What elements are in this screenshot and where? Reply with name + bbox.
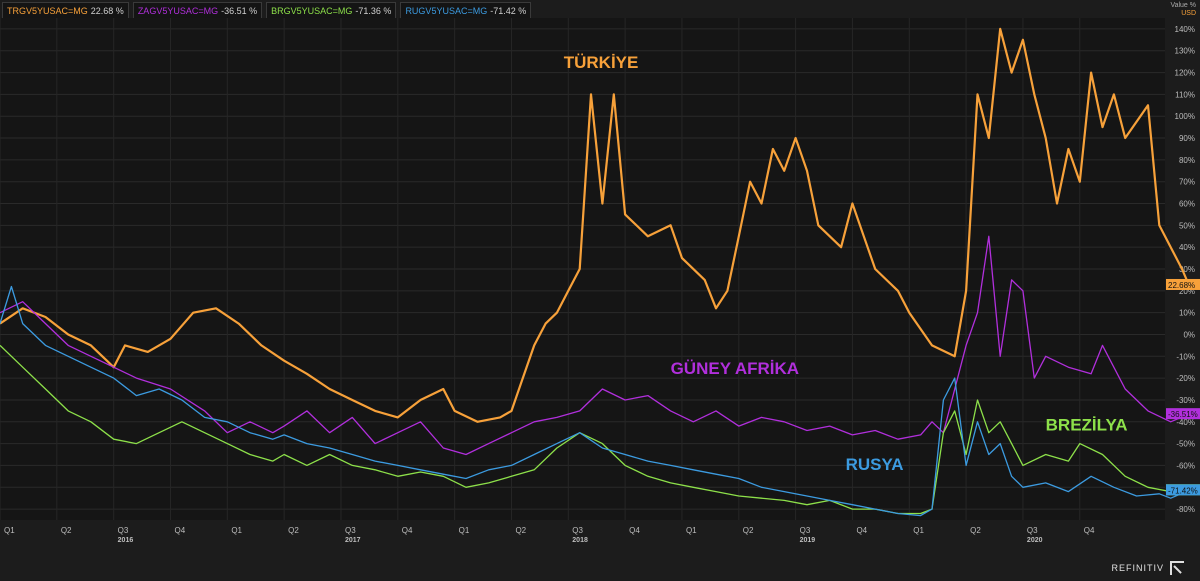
refinitiv-icon: [1170, 561, 1184, 575]
x-tick-label: Q3: [1027, 526, 1038, 535]
series-annotation: RUSYA: [846, 455, 904, 474]
y-tick-label: 130%: [1175, 47, 1195, 56]
x-year-label: 2019: [800, 537, 816, 544]
y-tick-label: -50%: [1176, 440, 1195, 449]
series-line-0: [0, 27, 1190, 423]
x-tick-label: Q1: [913, 526, 924, 535]
x-tick-label: Q2: [743, 526, 754, 535]
x-tick-label: Q1: [459, 526, 470, 535]
x-year-label: 2018: [572, 537, 588, 544]
y-tick-label: 80%: [1179, 156, 1195, 165]
series-line-2: [0, 344, 1189, 515]
x-year-label: 2017: [345, 537, 361, 544]
x-tick-label: Q3: [345, 526, 356, 535]
x-tick-label: Q3: [118, 526, 129, 535]
y-tick-label: -30%: [1176, 396, 1195, 405]
y-tick-label: 120%: [1175, 69, 1195, 78]
x-tick-label: Q3: [572, 526, 583, 535]
y-tick-label: 90%: [1179, 134, 1195, 143]
series-annotation: BREZİLYA: [1046, 416, 1128, 435]
x-tick-label: Q4: [629, 526, 640, 535]
x-tick-label: Q1: [231, 526, 242, 535]
series-annotation: GÜNEY AFRİKA: [671, 359, 799, 378]
x-tick-label: Q1: [4, 526, 15, 535]
x-tick-label: Q3: [800, 526, 811, 535]
series-line-3: [0, 285, 1190, 517]
legend-code: RUGV5YUSAC=MG: [405, 6, 488, 16]
y-tick-label: 50%: [1179, 221, 1195, 230]
y-tick-label: 20%: [1179, 287, 1195, 296]
y-tick-label: -60%: [1176, 461, 1195, 470]
legend-code: TRGV5YUSAC=MG: [7, 6, 88, 16]
x-tick-label: Q2: [288, 526, 299, 535]
y-tick-label: 110%: [1175, 90, 1195, 99]
last-value-tag: [1166, 484, 1200, 496]
x-tick-label: Q4: [174, 526, 185, 535]
axis-unit: Value % USD: [1170, 2, 1196, 18]
legend-value: -36.51 %: [221, 6, 258, 16]
x-tick-label: Q4: [1084, 526, 1095, 535]
axis-unit-label: Value %: [1170, 2, 1196, 9]
x-tick-label: Q4: [402, 526, 413, 535]
last-value-tag: [1166, 278, 1200, 290]
x-tick-label: Q2: [61, 526, 72, 535]
y-tick-label: 70%: [1179, 178, 1195, 187]
x-tick-label: Q2: [970, 526, 981, 535]
last-value-label: -36.51%: [1168, 410, 1198, 419]
y-tick-label: -10%: [1176, 352, 1195, 361]
y-tick-label: -40%: [1176, 418, 1195, 427]
x-year-label: 2016: [118, 537, 134, 544]
y-tick-label: 10%: [1179, 309, 1195, 318]
legend-value: -71.36 %: [355, 6, 392, 16]
y-tick-label: 0%: [1183, 330, 1195, 339]
x-tick-label: Q4: [856, 526, 867, 535]
legend-code: ZAGV5YUSAC=MG: [137, 6, 219, 16]
y-tick-label: 140%: [1175, 25, 1195, 34]
last-value-tag: [1166, 408, 1200, 420]
y-tick-label: 30%: [1179, 265, 1195, 274]
brand-name: REFINITIV: [1111, 563, 1164, 573]
last-value-label: -71.42%: [1168, 486, 1198, 495]
x-year-label: 2020: [1027, 537, 1043, 544]
x-tick-label: Q2: [515, 526, 526, 535]
y-tick-label: -80%: [1176, 505, 1195, 514]
x-tick-label: Q1: [686, 526, 697, 535]
y-tick-label: 40%: [1179, 243, 1195, 252]
legend-code: BRGV5YUSAC=MG: [271, 6, 353, 16]
y-tick-label: 100%: [1175, 112, 1195, 121]
legend-value: 22.68 %: [90, 6, 124, 16]
y-tick-label: 60%: [1179, 200, 1195, 209]
y-tick-label: -20%: [1176, 374, 1195, 383]
last-value-label: 22.68%: [1168, 281, 1195, 290]
axis-unit-currency: USD: [1181, 10, 1196, 17]
legend-value: -71.42 %: [490, 6, 527, 16]
series-annotation: TÜRKİYE: [564, 53, 639, 72]
brand-logo: REFINITIV: [1111, 561, 1184, 575]
